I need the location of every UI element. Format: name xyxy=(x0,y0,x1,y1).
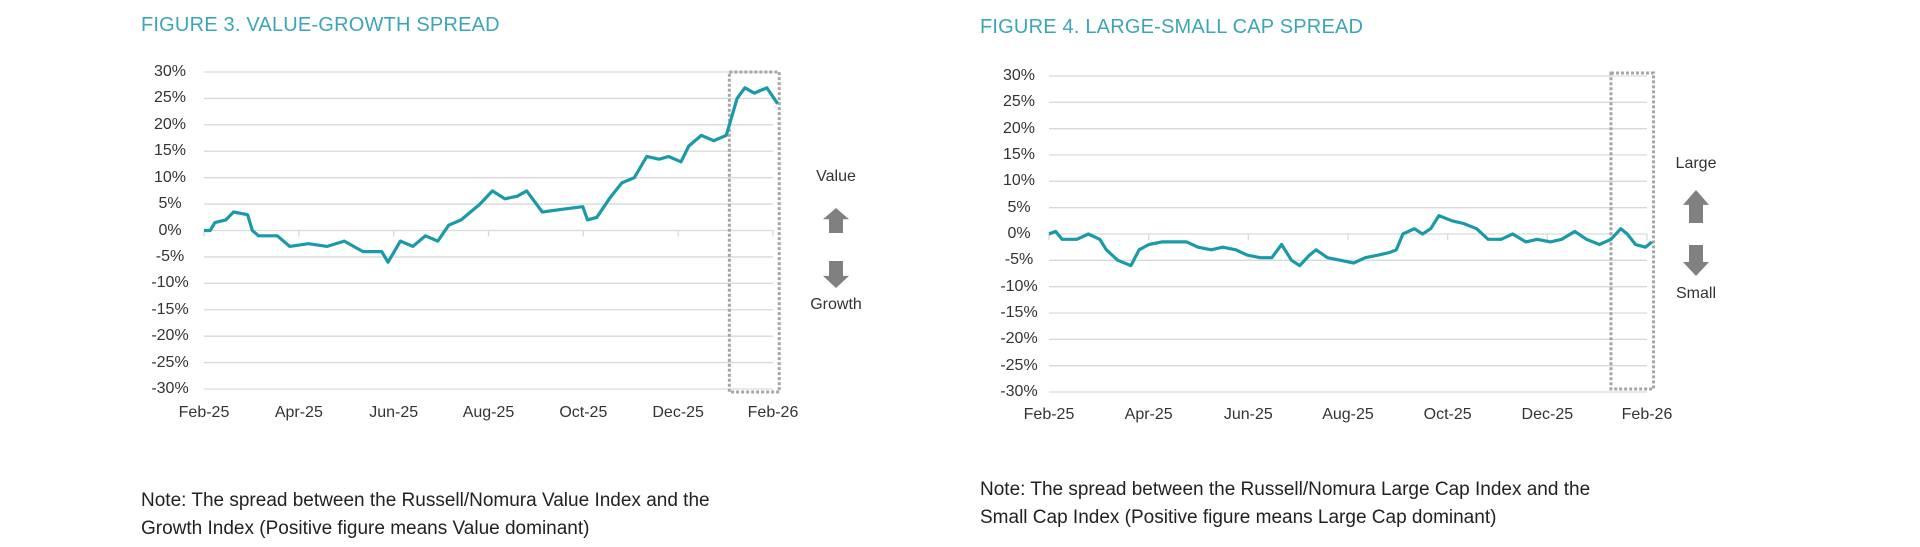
x-tick-label: Feb-25 xyxy=(178,404,230,421)
highlight-box xyxy=(1609,71,1656,391)
y-tick-label: -5% xyxy=(1004,251,1034,269)
x-tick-label: Dec-25 xyxy=(652,404,704,421)
spread-line xyxy=(1048,214,1653,268)
note-line: Note: The spread between the Russell/Nom… xyxy=(141,490,710,511)
annotation-down-label: Growth xyxy=(810,296,862,313)
y-tick-label: -15% xyxy=(151,300,189,318)
x-tick-label: Oct-25 xyxy=(559,404,608,421)
arrow-up-icon xyxy=(823,208,849,233)
y-tick-label: -5% xyxy=(155,247,185,265)
figure-4-title: FIGURE 4. LARGE-SMALL CAP SPREAD xyxy=(980,16,1364,38)
annotation-up-label: Large xyxy=(1675,155,1717,172)
x-tick-label: Aug-25 xyxy=(462,404,515,421)
y-tick-label: 15% xyxy=(1002,146,1036,163)
y-tick-label: -20% xyxy=(151,327,189,345)
spread-line xyxy=(204,86,780,264)
note-line: Small Cap Index (Positive figure means L… xyxy=(980,507,1497,528)
y-tick-label: 20% xyxy=(153,115,187,133)
x-tick-label: Feb-26 xyxy=(1621,406,1673,423)
y-tick-label: 5% xyxy=(158,195,182,213)
x-tick-label: Feb-25 xyxy=(1023,406,1075,423)
y-tick-label: 25% xyxy=(1002,93,1036,111)
y-tick-label: 30% xyxy=(1002,67,1036,84)
figure-3-note: Note: The spread between the Russell/Nom… xyxy=(141,487,710,543)
x-tick-label: Jun-25 xyxy=(369,404,419,421)
figure-4-note: Note: The spread between the Russell/Nom… xyxy=(980,476,1590,532)
x-tick-label: Apr-25 xyxy=(1124,406,1173,423)
x-tick-label: Oct-25 xyxy=(1423,406,1472,423)
y-tick-label: -15% xyxy=(1000,304,1038,321)
y-tick-label: -20% xyxy=(1000,330,1038,348)
annotation-up-label: Value xyxy=(816,168,856,185)
annotation-down-label: Small xyxy=(1675,285,1717,302)
x-tick-label: Feb-26 xyxy=(747,404,799,421)
x-tick-label: Aug-25 xyxy=(1322,406,1374,423)
arrow-down-icon xyxy=(1683,245,1709,276)
note-line: Growth Index (Positive figure means Valu… xyxy=(141,518,590,539)
y-tick-label: 20% xyxy=(1002,119,1036,137)
x-tick-label: Dec-25 xyxy=(1521,406,1574,423)
arrow-down-icon xyxy=(823,261,849,288)
y-tick-label: -30% xyxy=(151,380,189,397)
x-tick-label: Jun-25 xyxy=(1223,406,1273,423)
y-tick-label: 30% xyxy=(153,63,187,80)
arrow-up-icon xyxy=(1683,190,1709,223)
x-tick-label: Apr-25 xyxy=(274,404,323,421)
y-tick-label: -10% xyxy=(1000,277,1038,295)
y-tick-label: -25% xyxy=(151,353,189,371)
y-tick-label: 5% xyxy=(1007,198,1031,216)
y-tick-label: 10% xyxy=(153,168,187,186)
y-tick-label: 15% xyxy=(153,142,187,160)
y-tick-label: 0% xyxy=(158,221,182,239)
note-line: Note: The spread between the Russell/Nom… xyxy=(980,479,1591,500)
y-tick-label: 0% xyxy=(1007,225,1031,242)
y-tick-label: 25% xyxy=(153,89,187,107)
y-tick-label: -25% xyxy=(1000,356,1038,374)
figure-3-title: FIGURE 3. VALUE-GROWTH SPREAD xyxy=(141,14,500,36)
y-tick-label: 10% xyxy=(1002,172,1036,190)
y-tick-label: -30% xyxy=(1000,383,1038,400)
y-tick-label: -10% xyxy=(151,274,189,292)
